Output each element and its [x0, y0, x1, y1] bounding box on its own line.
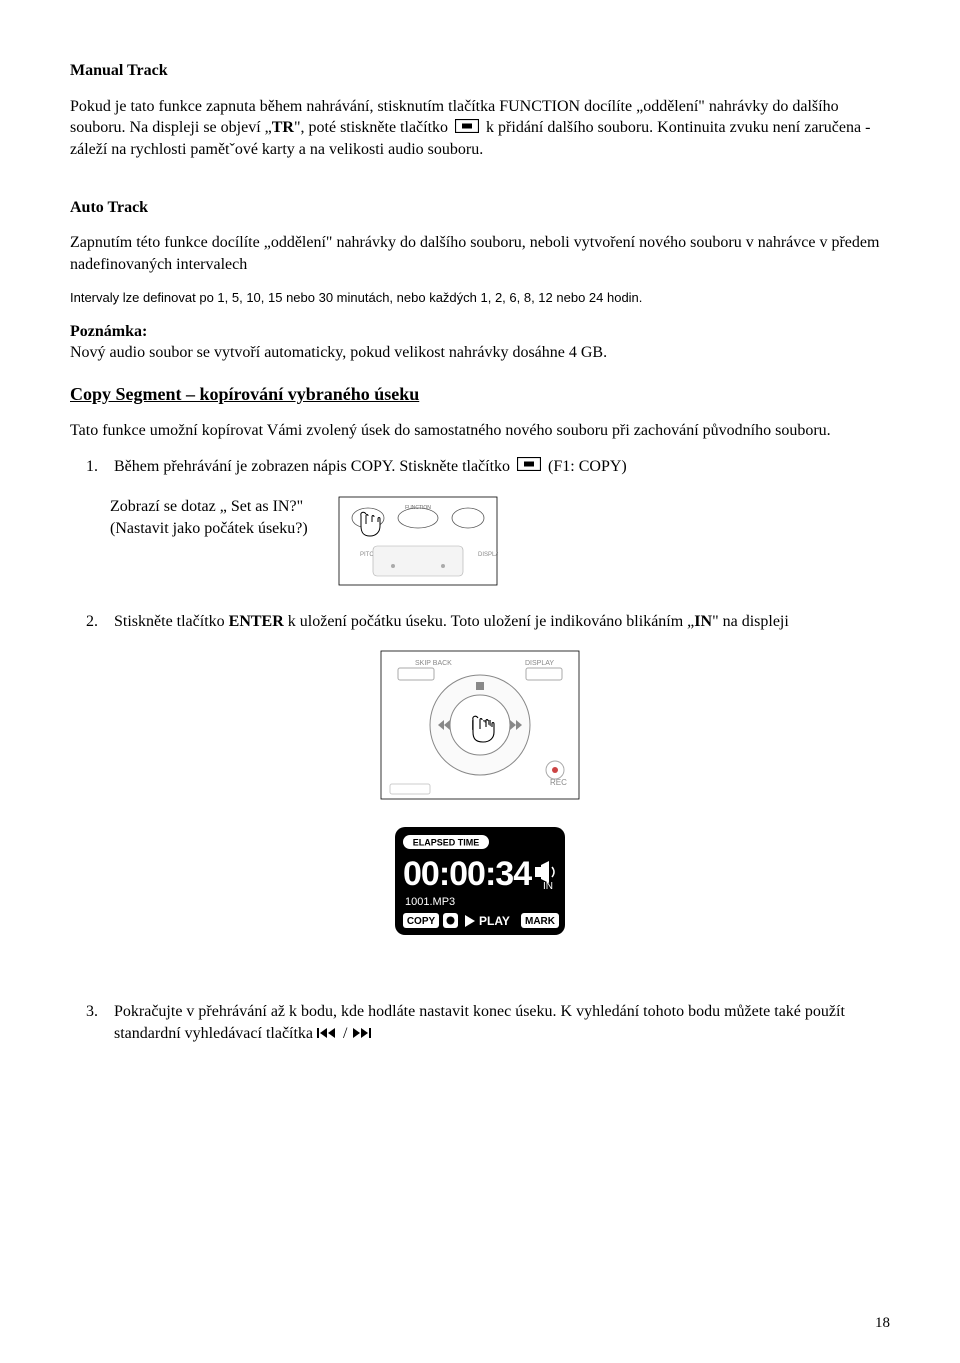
step-2: Stiskněte tlačítko ENTER k uložení počát…	[102, 611, 890, 633]
svg-text:DISPLAY: DISPLAY	[525, 660, 554, 667]
auto-track-paragraph: Zapnutím této funkce docílíte „oddělení"…	[70, 232, 890, 275]
page-number: 18	[875, 1313, 890, 1333]
f1-button-icon	[517, 456, 541, 478]
copy-segment-heading: Copy Segment – kopírování vybraného úsek…	[70, 382, 890, 406]
svg-text:PLAY: PLAY	[479, 914, 510, 928]
note-label: Poznámka:	[70, 323, 147, 340]
text-span: (F1: COPY)	[548, 458, 627, 475]
lcd-display-row: ELAPSED TIME 00:00:34 IN 1001.MP3 COPY P…	[70, 827, 890, 942]
steps-list-3: Pokračujte v přehrávání až k bodu, kde h…	[102, 1001, 890, 1045]
svg-text:SKIP BACK: SKIP BACK	[415, 660, 452, 667]
elapsed-label-text: ELAPSED TIME	[413, 837, 480, 847]
separator: /	[343, 1025, 347, 1042]
text-line: (Nastavit jako počátek úseku?)	[110, 520, 308, 537]
seek-back-icon	[317, 1024, 339, 1046]
device-center-illustration: SKIP BACK DISPLAY	[380, 650, 580, 807]
step-1: Během přehrávání je zobrazen nápis COPY.…	[102, 456, 890, 478]
auto-track-heading: Auto Track	[70, 197, 890, 219]
seek-forward-icon	[351, 1024, 373, 1046]
note-paragraph: Poznámka: Nový audio soubor se vytvoří a…	[70, 321, 890, 364]
file-name-text: 1001.MP3	[405, 896, 455, 908]
time-text: 00:00:34	[403, 855, 532, 893]
set-as-in-row: Zobrazí se dotaz „ Set as IN?" (Nastavit…	[110, 496, 890, 593]
text-span: Stiskněte tlačítko	[114, 613, 229, 630]
step-3: Pokračujte v přehrávání až k bodu, kde h…	[102, 1001, 890, 1045]
manual-track-heading: Manual Track	[70, 60, 890, 82]
text-span: " na displeji	[712, 613, 789, 630]
steps-list: Během přehrávání je zobrazen nápis COPY.…	[102, 456, 890, 478]
svg-text:DISPLAY: DISPLAY	[478, 552, 498, 558]
device-center-illustration-row: SKIP BACK DISPLAY	[70, 650, 890, 807]
svg-text:COPY: COPY	[407, 916, 436, 927]
note-text: Nový audio soubor se vytvoří automaticky…	[70, 344, 607, 361]
in-label: IN	[694, 613, 712, 630]
tr-label: TR	[272, 119, 294, 136]
lcd-display: ELAPSED TIME 00:00:34 IN 1001.MP3 COPY P…	[395, 827, 565, 942]
text-span: ", poté stiskněte tlačítko	[294, 119, 452, 136]
set-as-in-text: Zobrazí se dotaz „ Set as IN?" (Nastavit…	[110, 496, 308, 539]
text-span: Během přehrávání je zobrazen nápis COPY.…	[114, 458, 514, 475]
enter-label: ENTER	[229, 613, 284, 630]
svg-text:MARK: MARK	[525, 916, 556, 927]
svg-text:REC: REC	[550, 778, 567, 787]
f1-button-icon	[455, 118, 479, 140]
text-span: k uložení počátku úseku. Toto uložení je…	[284, 613, 695, 630]
device-top-illustration: FUNCTION PITCH+ DISPLAY	[338, 496, 498, 593]
intervals-note: Intervaly lze definovat po 1, 5, 10, 15 …	[70, 289, 890, 307]
text-line: Zobrazí se dotaz „ Set as IN?"	[110, 498, 303, 515]
in-indicator: IN	[543, 881, 553, 892]
manual-track-paragraph: Pokud je tato funkce zapnuta během nahrá…	[70, 96, 890, 161]
text-span: Pokračujte v přehrávání až k bodu, kde h…	[114, 1003, 845, 1042]
steps-list-2: Stiskněte tlačítko ENTER k uložení počát…	[102, 611, 890, 633]
copy-segment-intro: Tato funkce umožní kopírovat Vámi zvolen…	[70, 420, 890, 442]
svg-text:FUNCTION: FUNCTION	[405, 505, 431, 511]
